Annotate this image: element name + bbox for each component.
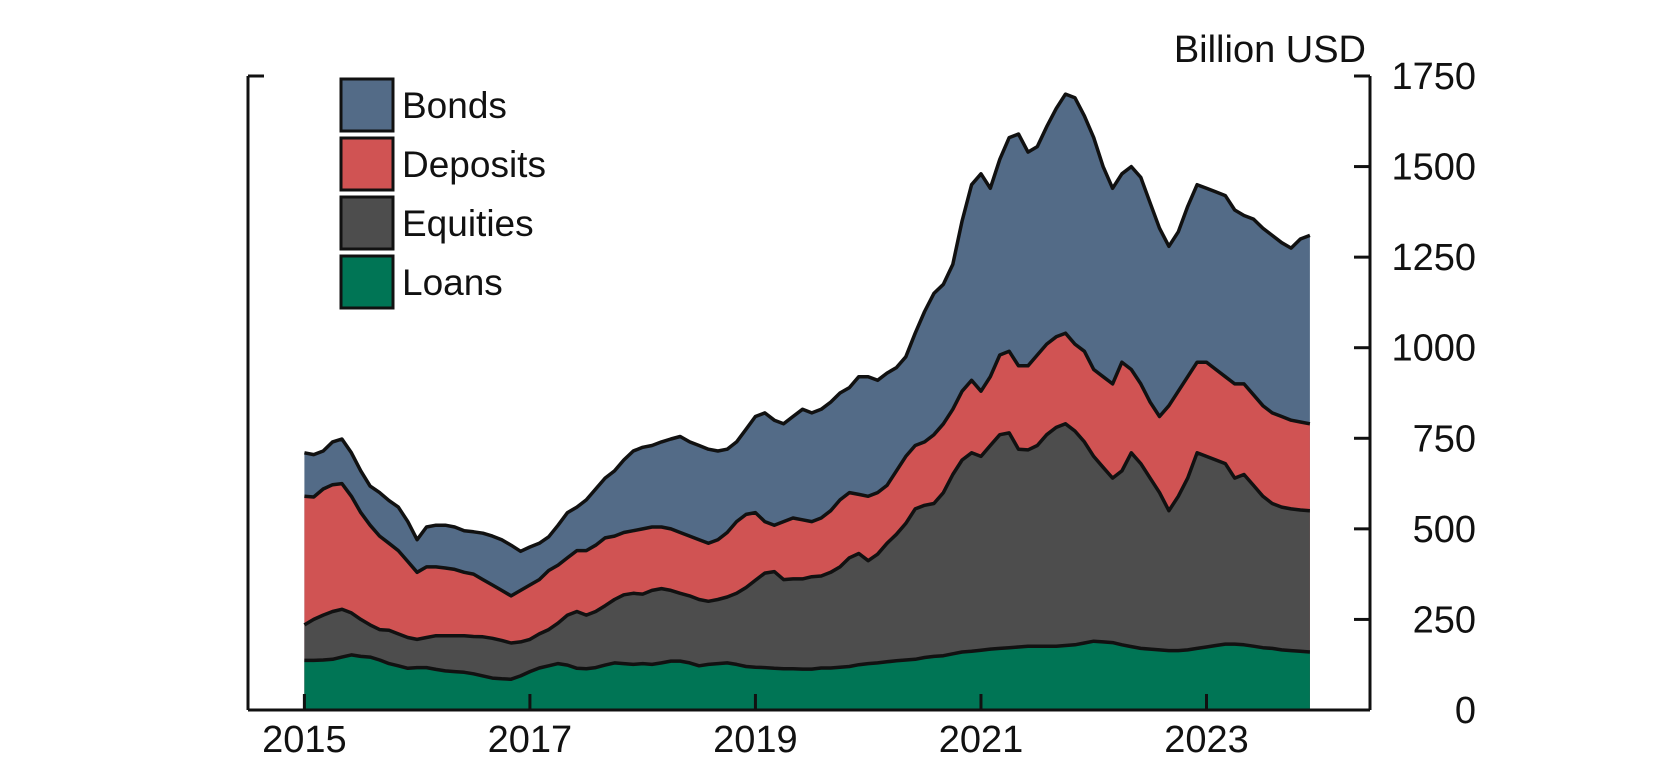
area-loans [304,641,1310,710]
y-tick-label: 0 [1455,690,1476,732]
legend-label-equities: Equities [402,203,534,244]
legend: Bonds Deposits Equities Loans [339,77,546,310]
legend-label-loans: Loans [402,262,503,303]
axes [246,74,1372,712]
legend-swatch-bonds [339,77,395,133]
y-tick-label: 1500 [1391,147,1476,189]
y-tick-label: 1250 [1391,237,1476,279]
x-tick-label: 2017 [488,719,573,761]
y-axis-ticks: 0 250 500 750 1000 1250 1500 1750 [1354,56,1476,732]
x-axis-ticks: 2015 2017 2019 2021 2023 [262,694,1249,761]
x-tick-label: 2021 [939,719,1024,761]
unit-label: Billion USD [1174,29,1366,71]
legend-swatch-loans [339,254,395,310]
y-tick-label: 750 [1413,418,1476,460]
area-outline-bonds [304,92,1311,554]
area-outline-equities [303,422,1311,645]
legend-swatch-equities [339,195,395,251]
y-tick-label: 1750 [1391,56,1476,98]
legend-label-bonds: Bonds [402,85,507,126]
x-tick-label: 2019 [713,719,798,761]
y-tick-label: 500 [1413,509,1476,551]
area-equities [304,423,1310,710]
y-tick-label: 250 [1413,599,1476,641]
area-outline-loans [304,639,1311,681]
legend-swatch-deposits [339,136,395,192]
y-tick-label: 1000 [1391,328,1476,370]
area-layers [303,92,1311,711]
legend-label-deposits: Deposits [402,144,546,185]
area-outline-deposits [304,331,1311,598]
x-tick-label: 2023 [1164,719,1249,761]
x-tick-label: 2015 [262,719,347,761]
